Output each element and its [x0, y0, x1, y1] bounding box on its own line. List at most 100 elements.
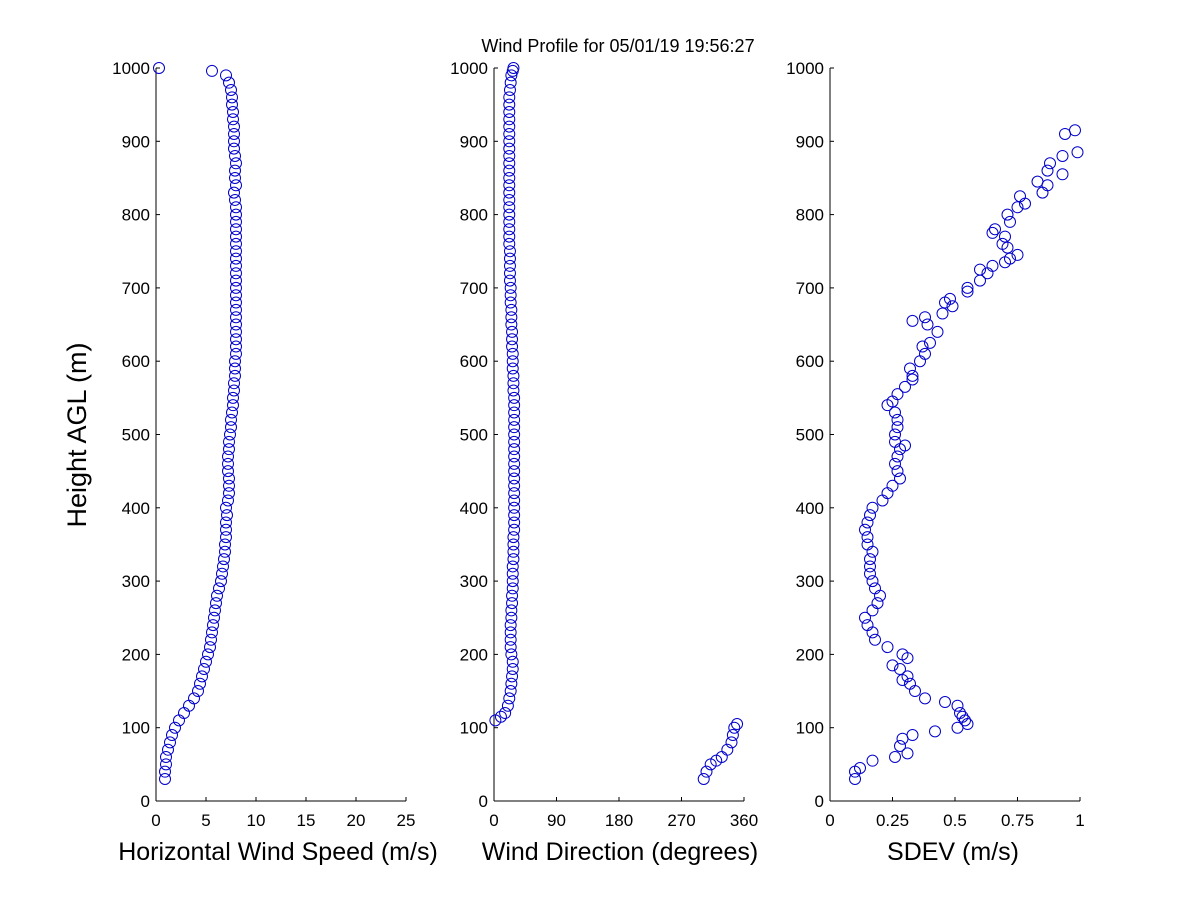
direction-data-point: [507, 369, 520, 382]
speed-data-point: [230, 208, 242, 221]
direction-data-point: [504, 641, 517, 654]
direction-data-point: [503, 267, 516, 280]
sdev-data-point: [956, 710, 969, 723]
direction-data-point: [506, 670, 519, 683]
direction-data-point: [506, 333, 519, 346]
sdev-data-point: [889, 435, 901, 448]
speed-data-point: [230, 281, 242, 294]
speed-data-point: [230, 267, 242, 280]
sdev-data-point: [986, 226, 999, 239]
speed-data-point: [213, 582, 225, 595]
sdev-data-point: [894, 740, 906, 753]
speed-data-point: [222, 494, 234, 507]
speed-data-point: [228, 377, 240, 390]
sdev-data-point: [906, 373, 919, 386]
sdev-data-point: [906, 729, 919, 742]
direction-x-tick-label: 180: [605, 811, 633, 830]
direction-data-point: [504, 76, 517, 89]
sdev-data-point: [924, 336, 936, 349]
direction-data-point: [506, 347, 519, 360]
direction-data-point: [503, 186, 516, 199]
speed-data-point: [209, 604, 221, 617]
sdev-data-point: [986, 259, 999, 272]
sdev-data-point: [886, 659, 899, 672]
speed-data-point: [226, 406, 238, 419]
direction-data-point: [506, 567, 519, 580]
speed-data-point: [223, 487, 235, 500]
sdev-data-point: [864, 567, 876, 580]
speed-data-point: [220, 516, 232, 529]
direction-data-point: [503, 259, 516, 272]
direction-data-point: [503, 113, 516, 126]
speed-data-point: [230, 179, 242, 192]
speed-data-point: [230, 340, 242, 353]
speed-data-point: [230, 311, 242, 324]
direction-data-point: [503, 149, 516, 162]
sdev-data-point: [896, 648, 909, 661]
figure-title: Wind Profile for 05/01/19 19:56:27: [481, 36, 754, 56]
speed-data-point: [222, 450, 234, 463]
direction-y-tick-label: 600: [460, 352, 488, 371]
speed-data-point: [225, 83, 237, 96]
direction-data-point: [507, 377, 520, 390]
sdev-data-point: [944, 292, 956, 305]
direction-x-tick-label: 90: [547, 811, 566, 830]
sdev-data-point: [996, 237, 1009, 250]
direction-data-point: [507, 538, 520, 551]
speed-data-point: [226, 98, 238, 111]
direction-data-point: [697, 773, 710, 786]
speed-data-point: [229, 149, 241, 162]
speed-data-point: [228, 142, 240, 155]
sdev-y-tick-label: 100: [796, 719, 824, 738]
sdev-data-point: [999, 230, 1011, 243]
sdev-data-point: [1004, 252, 1016, 265]
speed-y-tick-label: 600: [122, 352, 150, 371]
sdev-data-point: [894, 663, 906, 676]
direction-data-point: [508, 435, 521, 448]
direction-data-point: [506, 355, 519, 368]
direction-data-point: [504, 296, 517, 309]
sdev-y-tick-label: 700: [796, 279, 824, 298]
sdev-data-point: [929, 725, 941, 738]
sdev-x-axis-title: SDEV (m/s): [887, 838, 1019, 866]
speed-data-point: [230, 303, 242, 316]
direction-data-point: [505, 611, 518, 624]
sdev-x-tick-label: 0.5: [943, 811, 967, 830]
direction-data-point: [721, 743, 734, 756]
sdev-data-point: [1011, 201, 1024, 214]
direction-data-point: [503, 692, 516, 705]
speed-panel: 0 100 200 300 400 500 600 700 800 900 1000 0 5 10 15 20…: [112, 59, 438, 866]
direction-data-point: [700, 765, 713, 778]
speed-data-point: [215, 575, 227, 588]
direction-data-point: [503, 91, 516, 104]
direction-data-point: [503, 105, 516, 118]
speed-data-point: [227, 399, 239, 412]
direction-data-point: [508, 399, 521, 412]
sdev-x-tick-label: 1: [1075, 811, 1084, 830]
speed-data-point: [208, 611, 220, 624]
speed-data-point: [218, 553, 230, 566]
speed-data-point: [230, 230, 242, 243]
speed-data-point: [229, 369, 241, 382]
direction-y-tick-label: 900: [460, 132, 488, 151]
sdev-data-point: [891, 413, 904, 426]
direction-data-point: [503, 208, 516, 221]
speed-y-tick-label: 900: [122, 132, 150, 151]
sdev-data-point: [931, 325, 944, 338]
direction-data-point: [506, 362, 519, 375]
speed-data-point: [192, 685, 204, 698]
direction-data-point: [504, 619, 517, 632]
direction-data-point: [508, 391, 521, 404]
sdev-data-point: [1001, 208, 1014, 221]
sdev-data-point: [891, 421, 904, 434]
speed-data-point: [222, 457, 234, 470]
direction-data-point: [503, 98, 516, 111]
speed-y-tick-label: 700: [122, 279, 150, 298]
sdev-data-point: [871, 597, 884, 610]
direction-y-tick-label: 800: [460, 206, 488, 225]
sdev-data-point: [864, 509, 876, 522]
direction-x-tick-label: 270: [667, 811, 695, 830]
direction-data-point: [508, 406, 521, 419]
direction-panel: 0 100 200 300 400 500 600 700 800 900 1000 0 90 180 27…: [450, 59, 758, 866]
